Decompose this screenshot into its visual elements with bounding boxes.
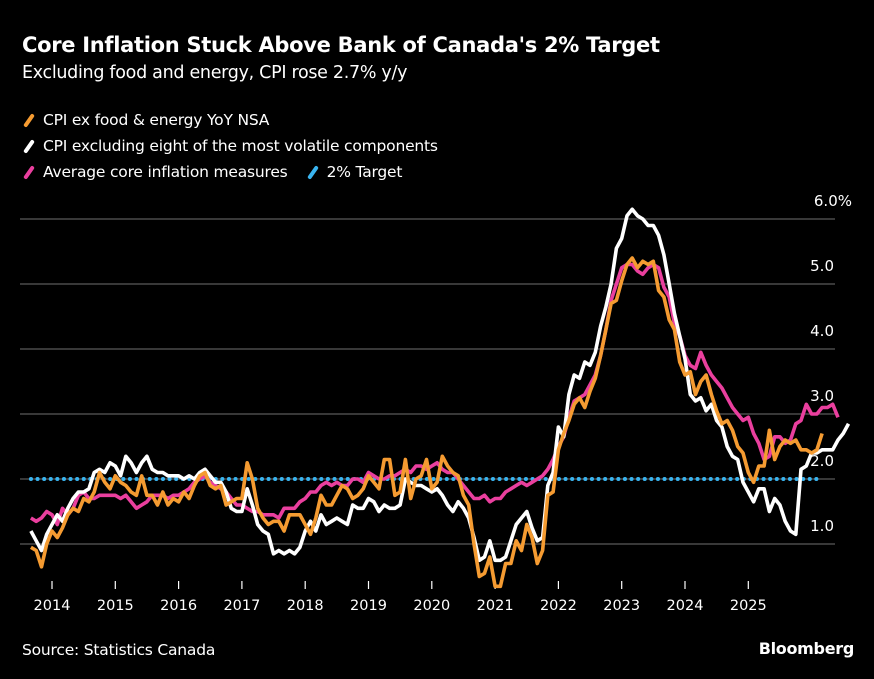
x-tick-label: 2018: [287, 598, 324, 614]
legend-label: Average core inflation measures: [43, 163, 288, 181]
y-tick-label: 5.0: [810, 257, 834, 275]
x-tick-label: 2022: [540, 598, 577, 614]
x-tick-label: 2016: [160, 598, 197, 614]
x-tick-label: 2017: [223, 598, 260, 614]
x-tick-label: 2021: [477, 598, 514, 614]
gridlines: [20, 218, 835, 545]
y-tick-label: 1.0: [810, 517, 834, 535]
chart-title: Core Inflation Stuck Above Bank of Canad…: [22, 33, 660, 57]
legend: CPI ex food & energy YoY NSA CPI excludi…: [22, 107, 456, 185]
legend-label: CPI excluding eight of the most volatile…: [43, 137, 438, 155]
x-tick-label: 2025: [730, 598, 767, 614]
source-note: Source: Statistics Canada: [22, 641, 216, 659]
series-lines: [29, 207, 851, 589]
y-tick-label: 2.0: [810, 452, 834, 470]
series-line-cpix: [29, 207, 851, 563]
legend-row-1: CPI ex food & energy YoY NSA: [22, 107, 456, 133]
x-tick-label: 2020: [413, 598, 450, 614]
x-tick-label: 2014: [34, 598, 71, 614]
y-tick-label: 6.0%: [814, 192, 852, 210]
legend-label: 2% Target: [326, 163, 403, 181]
legend-item-cpi-ex-food-energy: CPI ex food & energy YoY NSA: [22, 111, 269, 129]
x-tick-label: 2015: [97, 598, 134, 614]
y-axis-labels: 1.0 2.0 3.0 4.0 5.0 6.0%: [810, 192, 852, 535]
x-tick-label: 2023: [603, 598, 640, 614]
legend-row-3: Average core inflation measures 2% Targe…: [22, 159, 456, 185]
y-tick-label: 4.0: [810, 322, 834, 340]
series-line-cpi-ex-food-energy: [29, 256, 824, 589]
chart-subtitle: Excluding food and energy, CPI rose 2.7%…: [22, 63, 408, 83]
x-tick-label: 2019: [350, 598, 387, 614]
legend-item-cpix: CPI excluding eight of the most volatile…: [22, 137, 438, 155]
y-tick-label: 3.0: [810, 387, 834, 405]
x-tick-label: 2024: [667, 598, 704, 614]
legend-item-target: 2% Target: [306, 163, 403, 181]
legend-item-average-core: Average core inflation measures: [22, 163, 288, 181]
legend-row-2: CPI excluding eight of the most volatile…: [22, 133, 456, 159]
x-axis: 2014 2015 2016 2017 2018 2019 2020 2021 2022 2023…: [34, 581, 767, 614]
bloomberg-logo: Bloomberg: [758, 639, 855, 658]
legend-label: CPI ex food & energy YoY NSA: [43, 111, 270, 129]
